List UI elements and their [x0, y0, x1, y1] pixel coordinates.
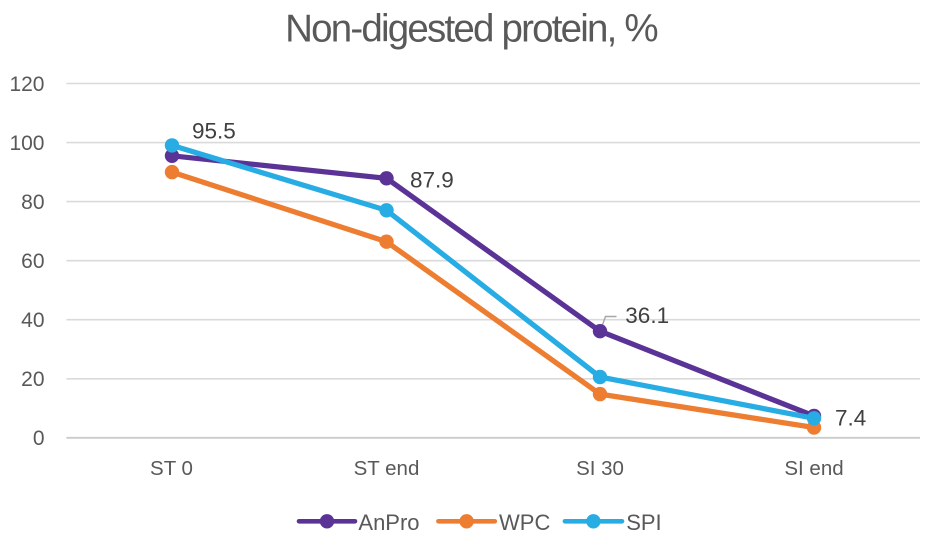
svg-text:WPC: WPC	[499, 510, 550, 535]
svg-text:80: 80	[21, 191, 44, 214]
svg-text:120: 120	[9, 73, 44, 96]
svg-text:60: 60	[21, 250, 44, 273]
svg-text:0: 0	[33, 427, 45, 450]
svg-text:40: 40	[21, 309, 44, 332]
svg-text:36.1: 36.1	[625, 303, 669, 328]
svg-text:87.9: 87.9	[410, 167, 454, 192]
svg-text:7.4: 7.4	[835, 405, 866, 430]
svg-text:20: 20	[21, 368, 44, 391]
svg-text:Non-digested protein, %: Non-digested protein, %	[285, 8, 657, 51]
svg-text:100: 100	[9, 132, 44, 155]
svg-text:95.5: 95.5	[192, 119, 236, 144]
svg-text:SI 30: SI 30	[576, 457, 624, 480]
svg-text:AnPro: AnPro	[358, 510, 419, 535]
svg-text:SPI: SPI	[626, 510, 661, 535]
svg-text:ST 0: ST 0	[150, 457, 193, 480]
svg-text:SI end: SI end	[784, 457, 843, 480]
svg-text:ST end: ST end	[354, 457, 420, 480]
